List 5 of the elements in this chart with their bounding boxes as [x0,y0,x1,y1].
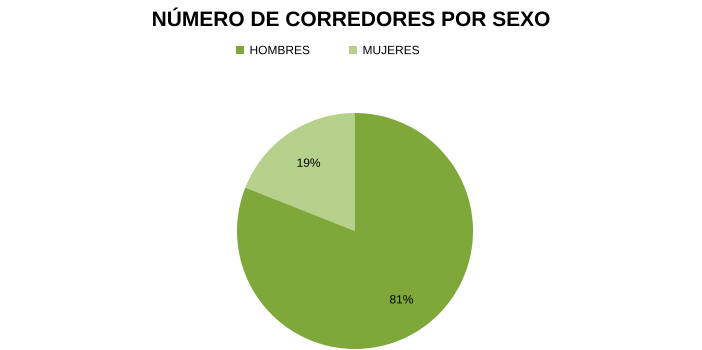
data-label: 19% [298,158,320,167]
data-label: 81% [390,295,413,304]
chart-title: NÚMERO DE CORREDORES POR SEXO [153,8,550,26]
legend-label: MUJERES [364,46,420,54]
legend-label: HOMBRES [250,46,310,54]
